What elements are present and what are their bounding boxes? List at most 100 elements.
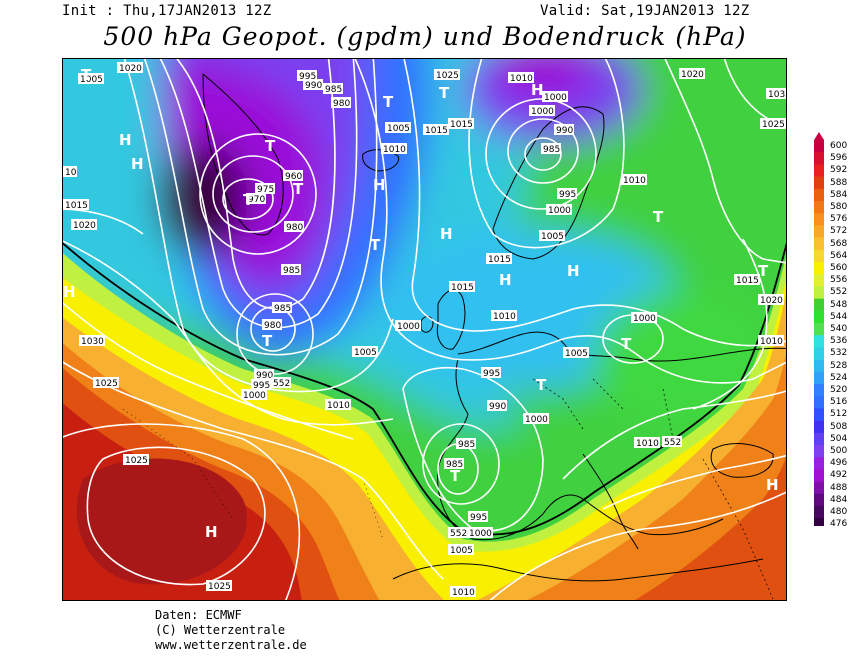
colorbar-label: 524 xyxy=(830,372,848,383)
colorbar-label: 560 xyxy=(830,263,848,273)
svg-text:970: 970 xyxy=(248,195,265,205)
pressure-label: 552 xyxy=(271,377,291,389)
colorbar-label: 592 xyxy=(830,165,848,176)
colorbar-label: 544 xyxy=(830,311,848,322)
svg-text:1015: 1015 xyxy=(736,276,759,286)
svg-text:1015: 1015 xyxy=(488,255,511,265)
svg-text:985: 985 xyxy=(543,145,560,155)
valid-time-label: Valid: Sat,19JAN2013 12Z xyxy=(540,3,750,19)
pressure-label: 1010 xyxy=(508,72,534,84)
svg-text:1020: 1020 xyxy=(119,64,142,74)
pressure-center: H xyxy=(63,283,76,301)
pressure-label: 995 xyxy=(468,511,488,523)
svg-text:1005: 1005 xyxy=(565,349,588,359)
pressure-label: 985 xyxy=(281,264,301,276)
svg-text:1000: 1000 xyxy=(525,415,548,425)
svg-text:985: 985 xyxy=(274,304,291,314)
pressure-center: H xyxy=(766,476,779,494)
colorbar-cell xyxy=(814,506,824,519)
colorbar-label: 484 xyxy=(830,494,848,505)
svg-text:552: 552 xyxy=(664,438,681,448)
pressure-label: 1000 xyxy=(529,105,555,117)
pressure-centers: T H T T T H T H T H H T T H T T T H H H … xyxy=(63,66,779,541)
svg-text:975: 975 xyxy=(257,185,274,195)
pressure-center: H xyxy=(373,176,386,194)
colorbar-cell xyxy=(814,396,824,409)
colorbar-cell xyxy=(814,225,824,238)
svg-text:1000: 1000 xyxy=(548,206,571,216)
pressure-label: 990 xyxy=(303,79,323,91)
colorbar-label: 508 xyxy=(830,421,848,432)
colorbar xyxy=(814,132,824,526)
pressure-label: 970 xyxy=(246,193,266,205)
colorbar-cell xyxy=(814,432,824,446)
svg-text:1025: 1025 xyxy=(762,120,785,130)
svg-text:1000: 1000 xyxy=(531,107,554,117)
pressure-label: 1010 xyxy=(634,437,660,449)
pressure-label: 1005 xyxy=(78,73,104,85)
svg-text:1035: 1035 xyxy=(768,90,787,100)
pressure-label: 1035 xyxy=(766,88,787,100)
svg-text:552: 552 xyxy=(273,379,290,389)
colorbar-cell xyxy=(814,371,824,385)
colorbar-cell xyxy=(814,176,824,190)
svg-text:1000: 1000 xyxy=(544,93,567,103)
pressure-label: 1015 xyxy=(448,118,474,130)
pressure-label: 1010 xyxy=(325,399,351,411)
svg-text:1010: 1010 xyxy=(493,312,516,322)
svg-text:985: 985 xyxy=(458,440,475,450)
pressure-label: 990 xyxy=(487,400,507,412)
svg-text:995: 995 xyxy=(470,513,487,523)
svg-text:980: 980 xyxy=(333,99,350,109)
colorbar-cell xyxy=(814,249,824,263)
svg-text:990: 990 xyxy=(305,81,322,91)
pressure-center: H xyxy=(499,271,512,289)
colorbar-label: 596 xyxy=(830,153,848,164)
colorbar-label: 496 xyxy=(830,458,848,469)
pressure-label: 1005 xyxy=(385,122,411,134)
colorbar-label: 548 xyxy=(830,299,848,310)
colorbar-label: 528 xyxy=(830,360,848,371)
colorbar-cell xyxy=(814,493,824,507)
pressure-label: 1010 xyxy=(621,174,647,186)
colorbar-label: 480 xyxy=(830,507,848,517)
svg-text:1015: 1015 xyxy=(450,120,473,130)
colorbar-label: 576 xyxy=(830,214,848,225)
colorbar-label: 520 xyxy=(830,385,848,395)
pressure-center: T xyxy=(293,180,304,198)
pressure-center: T xyxy=(81,66,92,84)
colorbar-cell xyxy=(814,286,824,299)
pressure-label: 1005 xyxy=(539,230,565,242)
colorbar-label: 572 xyxy=(830,226,848,237)
colorbar-cell xyxy=(814,420,824,434)
colorbar-cell xyxy=(814,140,824,153)
svg-text:1000: 1000 xyxy=(243,391,266,401)
colorbar-cell xyxy=(814,298,824,312)
pressure-center: T xyxy=(370,236,381,254)
svg-text:1025: 1025 xyxy=(125,456,148,466)
svg-text:1005: 1005 xyxy=(80,75,103,85)
pressure-label: 1000 xyxy=(467,527,493,539)
pressure-label: 1005 xyxy=(352,346,378,358)
svg-text:1020: 1020 xyxy=(760,296,783,306)
svg-text:995: 995 xyxy=(253,381,270,391)
svg-text:1005: 1005 xyxy=(450,546,473,556)
pressure-label: 985 xyxy=(323,83,343,95)
svg-text:1010: 1010 xyxy=(327,401,350,411)
colorbar-label: 552 xyxy=(830,287,848,298)
pressure-label: 1030 xyxy=(79,335,105,347)
pressure-label: 1025 xyxy=(434,69,460,81)
pressure-center: H xyxy=(205,523,218,541)
svg-text:980: 980 xyxy=(286,223,303,233)
pressure-label: 1020 xyxy=(758,294,784,306)
svg-text:1010: 1010 xyxy=(623,176,646,186)
colorbar-label: 584 xyxy=(830,189,848,200)
weather-map: 1020 1005 995 985 990 980 1025 1010 1000… xyxy=(62,58,787,601)
colorbar-cell xyxy=(814,384,824,397)
colorbar-top-arrow xyxy=(814,132,824,140)
colorbar-label: 536 xyxy=(830,336,848,347)
svg-text:985: 985 xyxy=(283,266,300,276)
pressure-label: 1010 xyxy=(491,310,517,322)
pressure-center: H xyxy=(131,155,144,173)
pressure-labels: 1020 1005 995 985 990 980 1025 1010 1000… xyxy=(63,62,787,598)
